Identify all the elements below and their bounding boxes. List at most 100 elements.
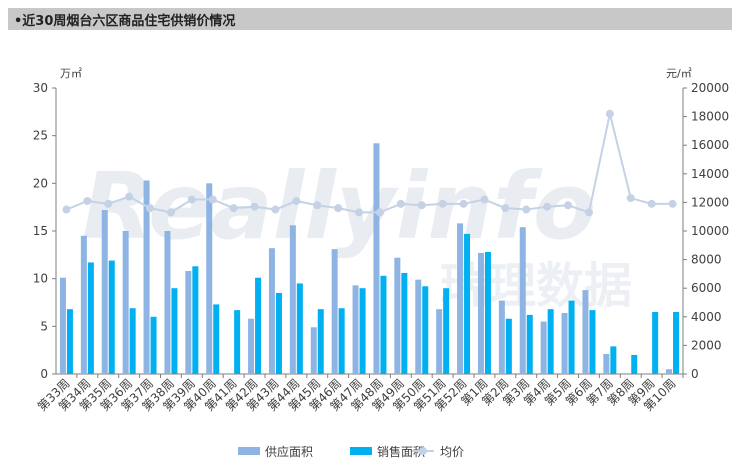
y-right-tick-label: 0 xyxy=(691,367,699,381)
legend-marker xyxy=(419,447,427,455)
bar-supply xyxy=(101,210,108,374)
bar-sales xyxy=(589,310,596,374)
bar-supply xyxy=(248,318,255,374)
bar-sales xyxy=(505,318,512,374)
bar-sales xyxy=(150,316,157,374)
price-marker xyxy=(355,208,364,217)
y-left-tick-label: 20 xyxy=(33,176,48,190)
bar-supply xyxy=(206,183,213,374)
bar-sales xyxy=(652,312,659,374)
price-marker xyxy=(334,204,343,213)
price-marker xyxy=(417,201,426,210)
bar-supply xyxy=(394,257,401,374)
bar-sales xyxy=(359,288,366,374)
bar-supply xyxy=(561,312,568,374)
bar-supply xyxy=(582,290,589,374)
bar-supply xyxy=(331,249,338,374)
chart-title: •近30周烟台六区商品住宅供销价情况 xyxy=(14,14,236,29)
price-marker xyxy=(584,208,593,217)
bar-sales xyxy=(213,304,220,374)
bar-sales xyxy=(192,266,199,374)
bar-supply xyxy=(352,285,359,374)
bar-sales xyxy=(547,309,554,374)
bar-supply xyxy=(289,225,296,374)
bar-sales xyxy=(255,277,262,374)
bar-sales xyxy=(234,310,241,374)
y-right-tick-label: 16000 xyxy=(691,138,729,152)
bar-sales xyxy=(443,288,450,374)
y-right-tick-label: 10000 xyxy=(691,224,729,238)
y-left-tick-label: 10 xyxy=(33,272,48,286)
y-right-unit: 元/㎡ xyxy=(666,67,692,80)
bar-sales xyxy=(464,233,471,374)
y-right-tick-label: 18000 xyxy=(691,110,729,124)
bar-sales xyxy=(380,275,387,374)
y-left-tick-label: 0 xyxy=(40,367,48,381)
bar-sales xyxy=(171,288,178,374)
price-marker xyxy=(375,208,384,217)
bar-sales xyxy=(275,292,282,374)
bar-supply xyxy=(80,235,87,374)
price-marker xyxy=(564,201,573,210)
y-right-tick-label: 2000 xyxy=(691,338,722,352)
legend-label: 销售面积 xyxy=(377,444,425,459)
bar-supply xyxy=(310,327,317,374)
bar-supply xyxy=(185,271,192,374)
bar-sales xyxy=(526,314,533,374)
y-left-tick-label: 15 xyxy=(33,224,48,238)
bar-sales xyxy=(673,312,680,374)
price-marker xyxy=(166,208,175,217)
bar-supply xyxy=(436,309,443,374)
price-marker xyxy=(501,204,510,213)
legend-swatch xyxy=(238,447,260,455)
price-marker xyxy=(438,199,447,208)
bar-supply xyxy=(457,223,464,374)
legend-swatch xyxy=(350,447,372,455)
bar-sales xyxy=(108,260,115,374)
price-marker xyxy=(668,199,677,208)
price-marker xyxy=(605,109,614,118)
price-marker xyxy=(647,199,656,208)
y-right-tick-label: 8000 xyxy=(691,253,722,267)
bar-sales xyxy=(66,309,73,374)
y-left-tick-label: 30 xyxy=(33,81,48,95)
price-marker xyxy=(125,192,134,201)
legend-label: 供应面积 xyxy=(265,444,313,459)
price-marker xyxy=(313,201,322,210)
y-right-tick-label: 14000 xyxy=(691,167,729,181)
bar-supply xyxy=(143,180,150,374)
legend-label: 均价 xyxy=(440,445,464,459)
price-marker xyxy=(229,204,238,213)
bar-sales xyxy=(631,354,638,374)
price-marker xyxy=(626,194,635,203)
bar-supply xyxy=(603,353,610,374)
price-marker xyxy=(396,199,405,208)
bar-sales xyxy=(129,308,136,374)
bar-supply xyxy=(122,231,129,374)
title-bar: •近30周烟台六区商品住宅供销价情况 xyxy=(8,8,732,30)
bar-supply xyxy=(415,279,422,374)
price-marker xyxy=(271,205,280,214)
price-marker xyxy=(522,205,531,214)
bar-sales xyxy=(484,251,491,374)
price-marker xyxy=(250,202,259,211)
price-marker xyxy=(292,196,301,205)
bar-sales xyxy=(317,309,324,374)
price-marker xyxy=(480,195,489,204)
y-right-tick-label: 4000 xyxy=(691,310,722,324)
bar-sales xyxy=(422,286,429,374)
price-marker xyxy=(104,199,113,208)
price-marker xyxy=(146,204,155,213)
price-marker xyxy=(543,202,552,211)
bar-supply xyxy=(477,252,484,374)
bar-supply xyxy=(373,143,380,374)
bar-supply xyxy=(519,227,526,374)
y-right-tick-label: 6000 xyxy=(691,281,722,295)
y-left-unit: 万㎡ xyxy=(60,67,82,80)
bar-supply xyxy=(164,231,171,374)
y-left-tick-label: 25 xyxy=(33,129,48,143)
price-marker xyxy=(187,195,196,204)
y-right-tick-label: 20000 xyxy=(691,81,729,95)
bar-sales xyxy=(568,300,575,374)
